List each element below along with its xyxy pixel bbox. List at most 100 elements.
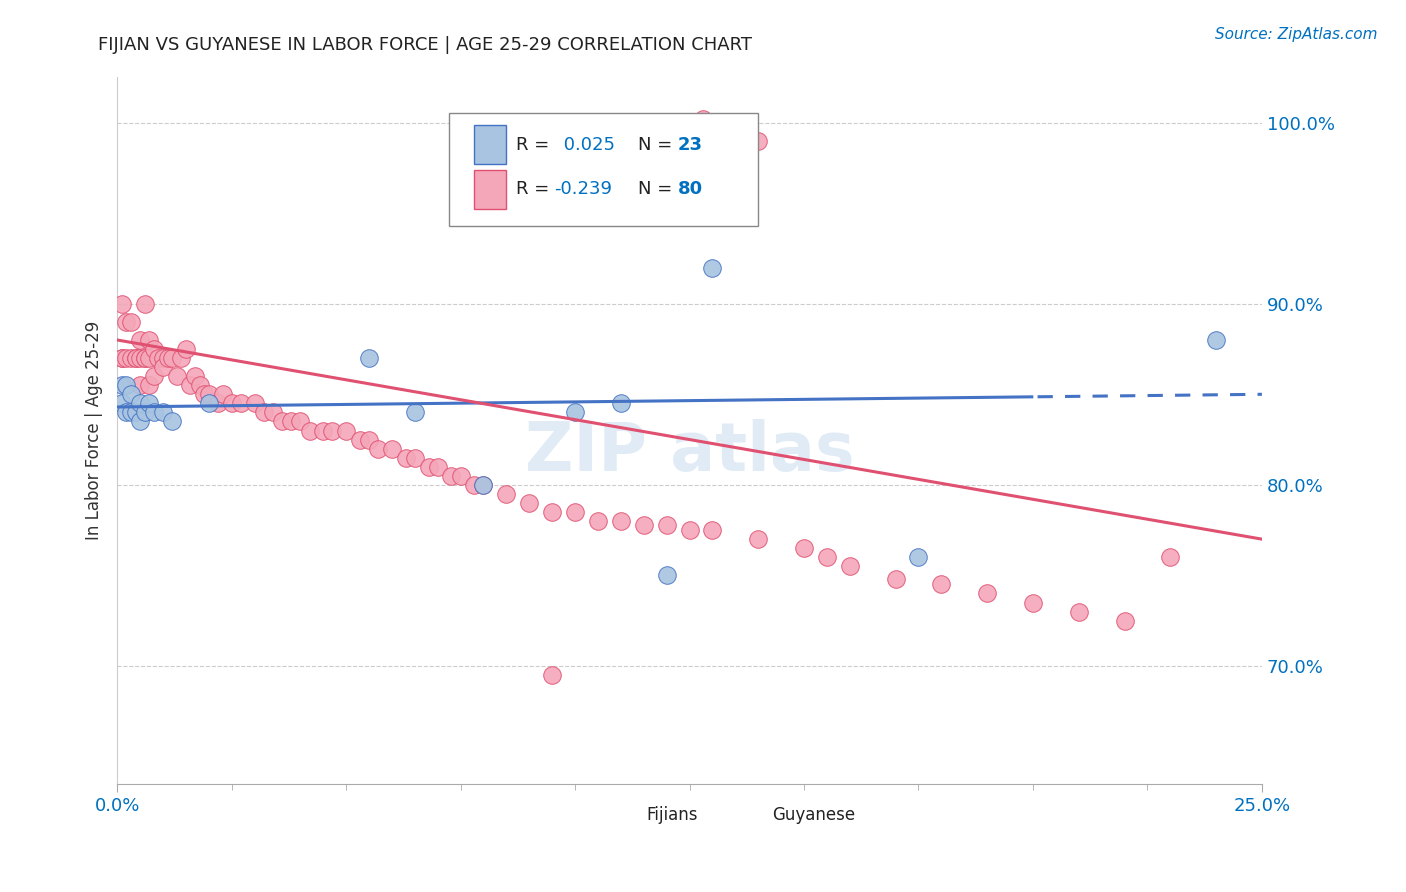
Text: FIJIAN VS GUYANESE IN LABOR FORCE | AGE 25-29 CORRELATION CHART: FIJIAN VS GUYANESE IN LABOR FORCE | AGE … <box>98 36 752 54</box>
Point <box>111 396 134 410</box>
Point <box>115 405 138 419</box>
Point <box>188 378 211 392</box>
Point <box>884 572 907 586</box>
Point <box>728 134 751 148</box>
Point <box>179 378 201 392</box>
Text: Fijians: Fijians <box>645 806 697 824</box>
Point <box>115 378 138 392</box>
Point <box>129 378 152 392</box>
Point <box>138 396 160 410</box>
Point <box>111 297 134 311</box>
Point <box>152 405 174 419</box>
Point <box>174 342 197 356</box>
Y-axis label: In Labor Force | Age 25-29: In Labor Force | Age 25-29 <box>86 321 103 541</box>
Point <box>111 351 134 365</box>
Point <box>120 351 142 365</box>
Point <box>271 414 294 428</box>
Point <box>404 405 426 419</box>
Bar <box>474 126 506 164</box>
Point <box>115 315 138 329</box>
Point <box>440 468 463 483</box>
Point <box>714 137 737 152</box>
Point <box>111 378 134 392</box>
Point <box>541 668 564 682</box>
Point <box>138 333 160 347</box>
Point <box>655 517 678 532</box>
Point <box>702 523 724 537</box>
Point <box>1022 595 1045 609</box>
Point <box>702 130 724 145</box>
Point <box>610 514 633 528</box>
Point <box>404 450 426 465</box>
Point <box>335 424 357 438</box>
Point <box>1114 614 1136 628</box>
Point <box>450 468 472 483</box>
Point <box>160 351 183 365</box>
Point <box>134 405 156 419</box>
Point <box>312 424 335 438</box>
Point <box>472 478 495 492</box>
Point <box>207 396 229 410</box>
Point <box>156 351 179 365</box>
Point <box>129 333 152 347</box>
Point <box>120 315 142 329</box>
Point <box>815 550 838 565</box>
Point <box>142 405 165 419</box>
Point <box>134 351 156 365</box>
Text: 0.025: 0.025 <box>558 136 614 154</box>
Point <box>747 134 769 148</box>
Point <box>138 378 160 392</box>
Point <box>655 568 678 582</box>
Point <box>976 586 998 600</box>
Point <box>564 505 586 519</box>
Point <box>184 369 207 384</box>
Point <box>472 478 495 492</box>
Point <box>357 351 380 365</box>
Text: N =: N = <box>638 136 672 154</box>
Point <box>253 405 276 419</box>
Text: ZIP atlas: ZIP atlas <box>524 418 855 484</box>
Point <box>931 577 953 591</box>
Point <box>142 369 165 384</box>
Point <box>124 351 146 365</box>
Text: Guyanese: Guyanese <box>772 806 855 824</box>
Point <box>586 514 609 528</box>
Point <box>1159 550 1181 565</box>
Point <box>357 433 380 447</box>
Point <box>1365 640 1388 655</box>
Point <box>197 396 219 410</box>
Point <box>495 487 517 501</box>
Point <box>610 396 633 410</box>
Text: 80: 80 <box>678 180 703 198</box>
FancyBboxPatch shape <box>449 112 758 226</box>
Point <box>395 450 418 465</box>
Point <box>221 396 243 410</box>
Point <box>1205 333 1227 347</box>
Point <box>367 442 389 456</box>
Point <box>692 112 714 127</box>
Text: 23: 23 <box>678 136 703 154</box>
Point <box>243 396 266 410</box>
Point <box>166 369 188 384</box>
Point <box>678 523 700 537</box>
Point <box>129 396 152 410</box>
Point <box>280 414 302 428</box>
Text: R =: R = <box>516 180 548 198</box>
Point <box>197 387 219 401</box>
Point <box>152 351 174 365</box>
Text: Source: ZipAtlas.com: Source: ZipAtlas.com <box>1215 27 1378 42</box>
Point <box>138 351 160 365</box>
Point <box>170 351 193 365</box>
Point <box>290 414 312 428</box>
Point <box>193 387 215 401</box>
Point <box>262 405 284 419</box>
Point <box>120 405 142 419</box>
Point <box>349 433 371 447</box>
Point <box>321 424 343 438</box>
Point <box>120 387 142 401</box>
Text: -0.239: -0.239 <box>554 180 613 198</box>
Point <box>633 517 655 532</box>
Point <box>541 505 564 519</box>
Point <box>463 478 485 492</box>
Text: N =: N = <box>638 180 672 198</box>
